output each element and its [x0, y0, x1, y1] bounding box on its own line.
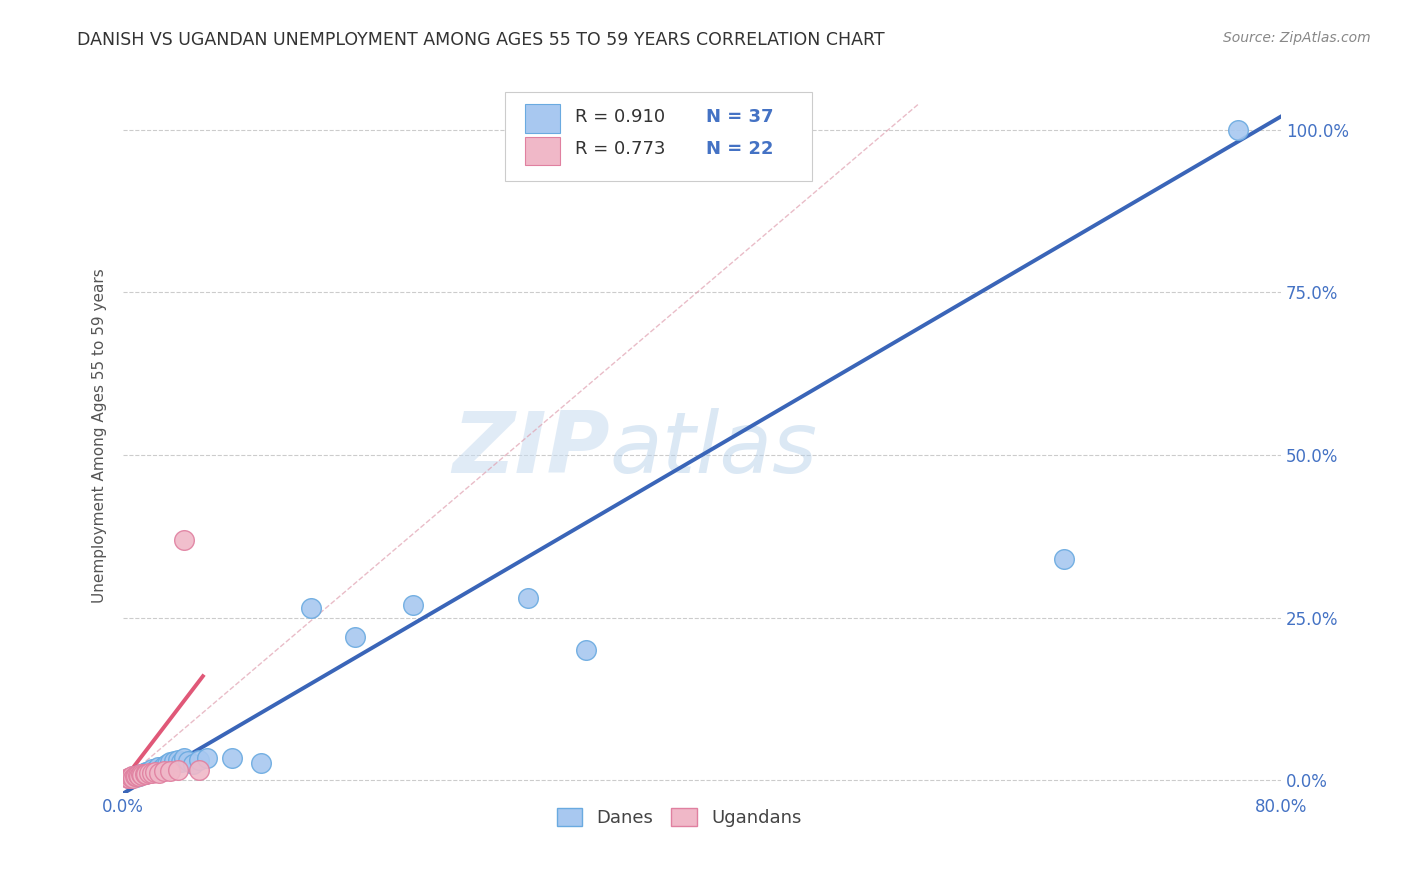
- Point: [135, 767, 157, 781]
- Point: [173, 750, 195, 764]
- Point: [135, 764, 157, 779]
- Text: DANISH VS UGANDAN UNEMPLOYMENT AMONG AGES 55 TO 59 YEARS CORRELATION CHART: DANISH VS UGANDAN UNEMPLOYMENT AMONG AGE…: [77, 31, 884, 49]
- Point: [517, 591, 540, 606]
- FancyBboxPatch shape: [505, 92, 813, 181]
- Point: [118, 772, 141, 786]
- Point: [249, 756, 271, 771]
- Point: [1053, 552, 1076, 566]
- FancyBboxPatch shape: [524, 104, 560, 133]
- Point: [163, 754, 186, 768]
- Point: [134, 767, 156, 781]
- Point: [575, 643, 598, 657]
- Point: [402, 598, 425, 612]
- Point: [167, 752, 190, 766]
- Point: [143, 763, 166, 777]
- Point: [141, 762, 163, 776]
- Point: [153, 759, 176, 773]
- Point: [159, 764, 181, 779]
- Point: [170, 755, 193, 769]
- Point: [181, 757, 204, 772]
- Point: [148, 765, 170, 780]
- Point: [138, 765, 160, 780]
- Point: [124, 769, 146, 783]
- Point: [124, 769, 146, 783]
- Y-axis label: Unemployment Among Ages 55 to 59 years: Unemployment Among Ages 55 to 59 years: [93, 268, 107, 603]
- Point: [121, 770, 143, 784]
- Point: [127, 768, 149, 782]
- Point: [125, 769, 148, 783]
- Point: [343, 630, 366, 644]
- Point: [117, 772, 139, 786]
- Text: Source: ZipAtlas.com: Source: ZipAtlas.com: [1223, 31, 1371, 45]
- Point: [173, 533, 195, 547]
- Point: [128, 769, 150, 783]
- Legend: Danes, Ugandans: Danes, Ugandans: [550, 801, 808, 834]
- Point: [128, 769, 150, 783]
- Point: [177, 754, 200, 768]
- Text: N = 22: N = 22: [706, 140, 773, 158]
- Point: [122, 769, 145, 783]
- Point: [143, 764, 166, 779]
- Text: R = 0.910: R = 0.910: [575, 108, 665, 126]
- Point: [129, 767, 152, 781]
- Point: [221, 750, 243, 764]
- Point: [187, 752, 209, 766]
- Point: [127, 768, 149, 782]
- Point: [149, 762, 172, 776]
- Point: [141, 766, 163, 780]
- Point: [159, 755, 181, 769]
- Point: [156, 757, 179, 772]
- Point: [195, 750, 218, 764]
- Text: ZIP: ZIP: [451, 409, 610, 491]
- Point: [131, 768, 153, 782]
- Text: atlas: atlas: [610, 409, 817, 491]
- Point: [118, 771, 141, 785]
- Text: R = 0.773: R = 0.773: [575, 140, 665, 158]
- Point: [146, 760, 169, 774]
- Point: [299, 600, 322, 615]
- Point: [167, 763, 190, 777]
- Point: [122, 771, 145, 785]
- Point: [120, 770, 142, 784]
- Point: [125, 770, 148, 784]
- Point: [153, 764, 176, 778]
- Point: [131, 767, 153, 781]
- Point: [132, 765, 155, 780]
- Point: [138, 764, 160, 778]
- Point: [1226, 122, 1249, 136]
- Point: [187, 763, 209, 777]
- FancyBboxPatch shape: [524, 136, 560, 166]
- Point: [134, 767, 156, 781]
- Point: [121, 769, 143, 783]
- Point: [129, 767, 152, 781]
- Text: N = 37: N = 37: [706, 108, 773, 126]
